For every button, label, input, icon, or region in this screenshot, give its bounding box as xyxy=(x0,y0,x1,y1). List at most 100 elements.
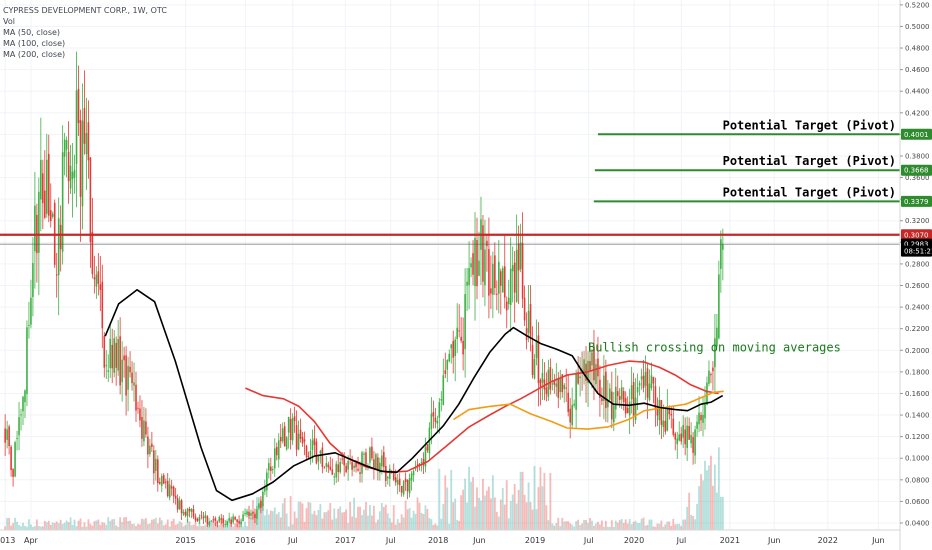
volume-bar xyxy=(704,460,706,530)
candle-body xyxy=(20,414,22,416)
volume-bar xyxy=(466,502,468,530)
volume-bar xyxy=(470,481,472,530)
volume-bar xyxy=(664,524,667,530)
volume-bar xyxy=(495,511,498,530)
candle-body xyxy=(698,412,700,425)
candle-body xyxy=(337,464,340,473)
candle-body xyxy=(478,260,480,276)
volume-bar xyxy=(612,526,615,530)
volume-bar xyxy=(26,526,28,530)
volume-bar xyxy=(515,503,518,530)
volume-bar xyxy=(434,523,437,530)
candle-body xyxy=(632,382,635,416)
legend-ma50[interactable]: MA (50, close) xyxy=(3,28,61,37)
candle-body xyxy=(162,475,165,484)
volume-bar xyxy=(551,523,554,530)
candle-body xyxy=(377,457,379,471)
volume-bar xyxy=(87,519,90,530)
volume-bar xyxy=(168,526,171,530)
volume-bar xyxy=(125,517,127,530)
volume-bar xyxy=(642,517,645,530)
volume-bar xyxy=(192,524,195,530)
x-tick-label: 2021 xyxy=(720,536,740,545)
volume-bar xyxy=(460,495,463,530)
candle-body xyxy=(75,90,78,164)
candle-body xyxy=(386,476,389,479)
legend-ma100[interactable]: MA (100, close) xyxy=(3,39,66,48)
volume-bar xyxy=(309,502,312,530)
candle-body xyxy=(101,281,104,329)
y-tick-label: 0.2000 xyxy=(905,347,930,355)
candle-body xyxy=(69,165,72,189)
volume-bar xyxy=(305,508,308,530)
candle-body xyxy=(309,450,312,456)
legend-vol[interactable]: Vol xyxy=(3,17,15,26)
volume-bar xyxy=(648,519,651,530)
candle-body xyxy=(117,339,119,371)
candle-body xyxy=(12,468,14,477)
volume-bar xyxy=(204,524,207,530)
price-axis[interactable]: 0.5200 0.5000 0.4800 0.4600 0.4400 0.4200 0.40… xyxy=(899,0,932,550)
volume-bar xyxy=(164,524,167,530)
volume-bar xyxy=(489,498,492,530)
volume-bar xyxy=(275,514,278,530)
candle-body xyxy=(714,338,716,368)
volume-bar xyxy=(446,487,449,530)
candle-body xyxy=(57,218,60,276)
volume-bar xyxy=(57,523,60,530)
volume-bar xyxy=(313,510,316,530)
candle-body xyxy=(426,444,429,451)
candle-body xyxy=(40,160,42,200)
candle-body xyxy=(319,450,322,454)
price-tag-text: 08:51:21 xyxy=(904,248,932,256)
candle-body xyxy=(383,452,385,468)
candle-body xyxy=(499,271,502,286)
volume-bar xyxy=(533,465,536,530)
volume-bar xyxy=(152,519,155,530)
candle-body xyxy=(628,401,631,416)
volume-bar xyxy=(174,524,177,530)
volume-bar xyxy=(55,521,58,530)
candle-body xyxy=(268,463,270,471)
volume-bar xyxy=(700,474,702,530)
candle-body xyxy=(137,407,139,409)
ma200-line xyxy=(245,360,719,474)
candle-body xyxy=(325,463,328,467)
legend-ma200[interactable]: MA (200, close) xyxy=(3,50,66,59)
y-tick-label: 0.3200 xyxy=(905,217,930,225)
candle-body xyxy=(311,440,314,450)
candle-body xyxy=(22,396,24,412)
volume-bar xyxy=(321,518,324,530)
time-axis[interactable]: 2013 Apr 2015 2016 Jul 2017 Jul 2018 Jun 2019 Jul 2… xyxy=(0,529,900,545)
candle-body xyxy=(468,268,470,286)
volume-bar xyxy=(123,517,126,530)
volume-bar xyxy=(299,501,302,530)
candle-body xyxy=(45,159,48,214)
x-tick-label: Jul xyxy=(676,536,687,545)
candle-body xyxy=(565,387,568,389)
volume-bar xyxy=(186,518,189,530)
volume-bar xyxy=(51,522,54,530)
volume-bar xyxy=(525,502,528,530)
candle-body xyxy=(365,452,367,465)
volume-bar xyxy=(493,497,496,530)
volume-bar xyxy=(519,471,522,530)
candle-body xyxy=(436,420,439,424)
volume-bar xyxy=(484,495,486,530)
candle-body xyxy=(422,458,425,466)
volume-bar xyxy=(706,470,708,530)
candle-body xyxy=(672,418,675,435)
y-tick-label: 0.1000 xyxy=(905,455,930,463)
candle-body xyxy=(567,392,569,413)
legend-symbol[interactable]: CYPRESS DEVELOPMENT CORP., 1W, OTC xyxy=(3,6,167,15)
candle-body xyxy=(293,416,296,422)
candle-body xyxy=(614,386,617,410)
volume-bar xyxy=(101,522,104,530)
volume-bar xyxy=(717,447,720,530)
candle-body xyxy=(109,338,112,369)
volume-bar xyxy=(688,492,691,530)
candle-body xyxy=(402,481,405,495)
price-tag-text: 0.3379 xyxy=(904,198,929,206)
candle-body xyxy=(200,515,203,517)
